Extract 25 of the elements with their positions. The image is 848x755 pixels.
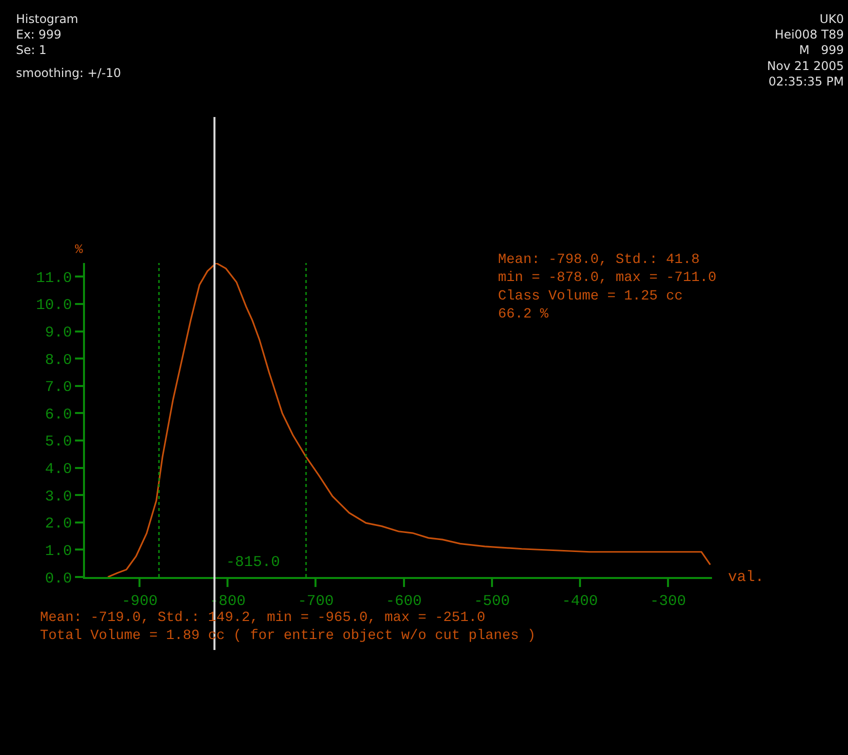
annotation: Mean: -798.0, Std.: 41.8 min = -878.0, max = -711.0 Class Volume = 1.25 cc 66.2 % bbox=[498, 252, 716, 323]
y-tick-label: 2.0 bbox=[44, 516, 72, 533]
y-tick-label: 11.0 bbox=[36, 270, 72, 287]
y-tick-label: 5.0 bbox=[44, 434, 72, 451]
x-tick-label: -600 bbox=[386, 593, 422, 610]
x-tick-label: -500 bbox=[474, 593, 510, 610]
y-axis-title: % bbox=[75, 242, 83, 257]
text: UK0 Hei008 T89 M 999 Nov 21 2005 02:35:35 PM bbox=[767, 12, 844, 88]
x-tick-label: -900 bbox=[122, 593, 158, 610]
y-tick-label: 4.0 bbox=[44, 461, 72, 478]
y-tick-label: 8.0 bbox=[44, 352, 72, 369]
text: Histogram Ex: 999 Se: 1 bbox=[16, 12, 78, 58]
x-tick-label: -400 bbox=[562, 593, 598, 610]
x-tick-label: -700 bbox=[298, 593, 334, 610]
y-tick-label: 7.0 bbox=[44, 379, 72, 396]
y-tick-label: 3.0 bbox=[44, 488, 72, 506]
ref-line-label: -815.0 bbox=[226, 554, 280, 571]
y-tick-label: 0.0 bbox=[44, 570, 72, 588]
y-tick-label: 10.0 bbox=[36, 297, 72, 314]
y-tick-label: 1.0 bbox=[44, 542, 72, 560]
y-tick-label: 9.0 bbox=[44, 324, 72, 342]
y-tick-label: 6.0 bbox=[44, 406, 72, 424]
x-axis-title: val. bbox=[728, 569, 764, 586]
text: smoothing: +/-10 bbox=[16, 66, 122, 80]
x-tick-label: -300 bbox=[650, 593, 686, 610]
